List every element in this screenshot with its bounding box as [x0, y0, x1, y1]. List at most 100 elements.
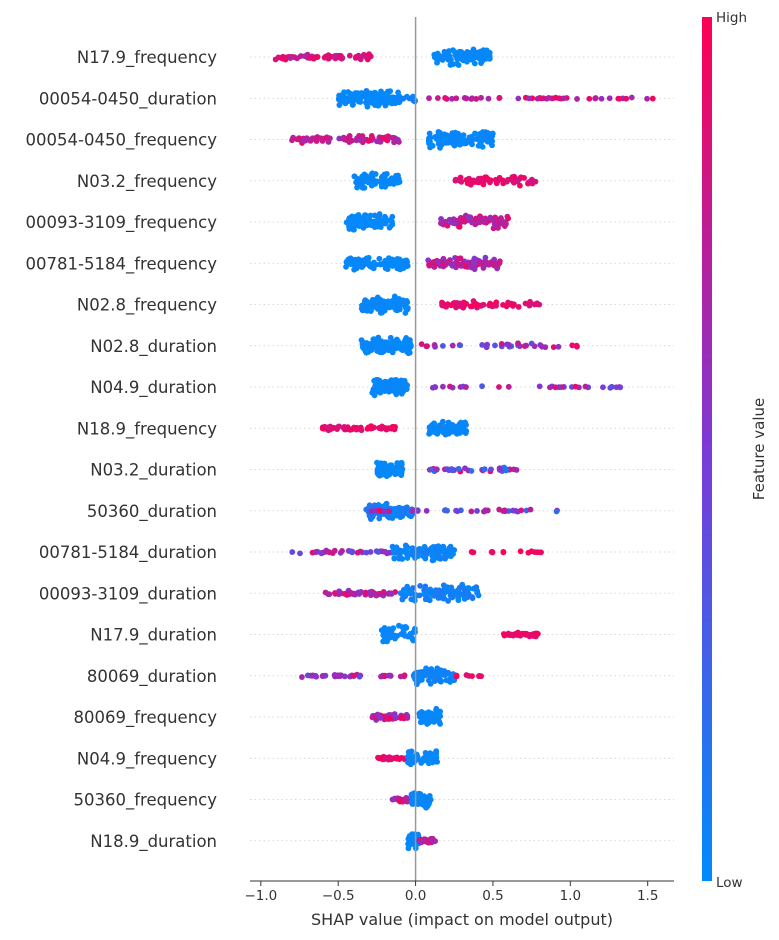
shap-point	[427, 796, 434, 803]
shap-point	[409, 508, 416, 514]
shap-point	[347, 548, 354, 555]
feature-label: N04.9_frequency	[77, 749, 217, 769]
shap-point	[385, 298, 392, 305]
shap-point	[331, 547, 338, 554]
shap-point	[363, 87, 370, 94]
shap-point	[407, 833, 414, 840]
shap-point	[376, 213, 383, 220]
shap-point	[429, 142, 436, 149]
shap-point	[481, 466, 488, 473]
shap-point	[367, 212, 374, 219]
shap-point	[552, 384, 559, 391]
shap-point	[417, 582, 424, 589]
shap-point	[536, 301, 543, 308]
shap-point	[387, 380, 394, 387]
shap-point	[395, 89, 401, 96]
shap-point	[498, 340, 505, 347]
shap-point	[352, 425, 359, 432]
shap-point	[485, 130, 491, 136]
shap-point	[453, 304, 459, 311]
shap-point	[456, 223, 462, 230]
shap-point	[376, 425, 383, 432]
feature-label: 00054-0450_frequency	[26, 131, 218, 151]
shap-point	[437, 554, 444, 561]
shap-point	[573, 342, 580, 349]
shap-point	[405, 340, 412, 347]
shap-point	[505, 383, 512, 390]
shap-point	[385, 255, 392, 262]
shap-point	[399, 300, 405, 307]
shap-point	[504, 178, 510, 185]
shap-point	[361, 184, 368, 191]
shap-point	[371, 377, 378, 384]
shap-point	[289, 549, 296, 555]
shap-point	[376, 507, 383, 514]
shap-point	[341, 89, 348, 96]
feature-label: N03.2_frequency	[77, 172, 217, 192]
shap-point	[425, 257, 432, 264]
shap-point	[386, 715, 393, 722]
shap-point	[485, 95, 492, 102]
shap-point	[381, 508, 388, 515]
feature-label: N17.9_duration	[90, 626, 217, 646]
shap-point	[441, 131, 448, 138]
shap-point	[433, 705, 440, 712]
shap-point	[536, 549, 543, 556]
shap-point	[396, 756, 403, 763]
shap-point	[517, 548, 524, 555]
shap-point	[397, 798, 403, 804]
shap-point	[387, 222, 394, 229]
shap-point	[483, 174, 490, 181]
shap-point	[404, 583, 411, 590]
shap-point	[529, 178, 536, 184]
shap-point	[360, 259, 367, 266]
shap-point	[425, 839, 431, 846]
shap-point	[478, 94, 484, 101]
shap-point	[440, 343, 446, 349]
shap-point	[431, 719, 437, 725]
shap-point	[318, 135, 324, 142]
shap-point	[322, 53, 329, 60]
shap-point	[407, 761, 414, 768]
shap-point	[474, 587, 481, 594]
shap-point	[479, 342, 486, 348]
shap-point	[362, 297, 369, 304]
shap-point	[287, 55, 294, 61]
shap-point	[608, 383, 615, 390]
shap-point	[380, 503, 387, 510]
shap-point	[388, 261, 395, 268]
shap-point	[401, 673, 408, 680]
shap-point	[403, 386, 410, 393]
shap-point	[426, 95, 432, 102]
shap-point	[478, 673, 484, 680]
shap-point	[453, 507, 459, 514]
shap-point	[327, 135, 333, 142]
shap-point	[395, 137, 401, 143]
shap-point	[294, 136, 301, 143]
shap-point	[381, 625, 388, 631]
shap-point	[341, 590, 348, 597]
shap-point	[469, 95, 476, 102]
shap-point	[324, 424, 331, 431]
shap-point	[433, 466, 440, 473]
shap-point	[381, 218, 388, 224]
shap-point	[453, 591, 459, 598]
shap-point	[432, 428, 439, 435]
shap-point	[377, 261, 384, 268]
shap-point	[425, 709, 432, 716]
shap-point	[552, 94, 559, 101]
colorbar	[702, 17, 712, 881]
feature-label: N18.9_frequency	[77, 419, 217, 439]
shap-point	[422, 803, 429, 810]
shap-point	[386, 549, 392, 556]
feature-label: 50360_duration	[87, 502, 217, 522]
shap-point	[472, 215, 479, 222]
shap-point	[462, 419, 468, 426]
shap-point	[309, 672, 316, 679]
shap-point	[488, 466, 494, 473]
shap-point	[372, 339, 379, 346]
shap-point	[500, 507, 507, 514]
shap-point	[304, 672, 311, 679]
shap-point	[363, 99, 370, 106]
shap-point	[496, 94, 503, 101]
